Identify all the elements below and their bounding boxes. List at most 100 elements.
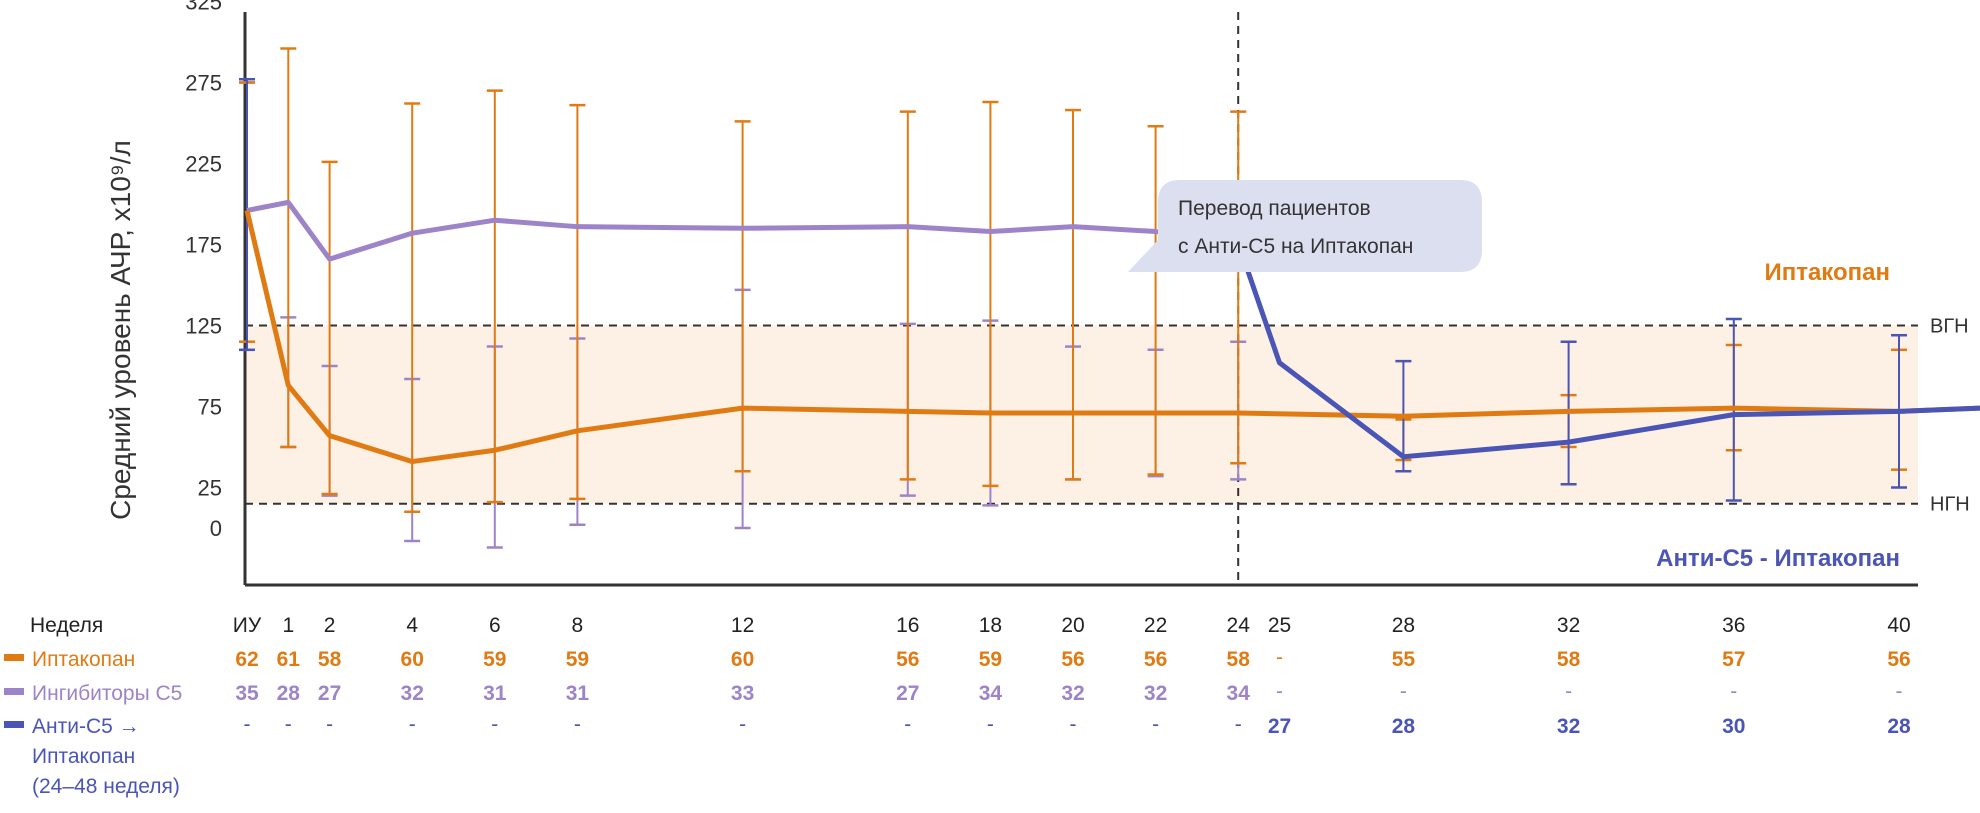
week-label: 28 bbox=[1392, 614, 1415, 637]
table-cell: - bbox=[409, 713, 416, 736]
row-c5-inhibitors: Ингибиторы С5 35 28 27 32 31 31 33 27 34 32 32 34 - - -… bbox=[4, 680, 1903, 705]
table-cell: 34 bbox=[979, 682, 1003, 705]
table-cell: 27 bbox=[1268, 715, 1291, 738]
table-cell: 58 bbox=[1557, 648, 1581, 671]
table-cell: 27 bbox=[896, 682, 919, 705]
table-cell: 34 bbox=[1227, 682, 1251, 705]
error-bar bbox=[982, 100, 999, 488]
table-cell: 56 bbox=[1887, 648, 1910, 671]
week-label: 6 bbox=[489, 614, 501, 637]
week-label: 24 bbox=[1227, 614, 1251, 637]
error-bar bbox=[1147, 124, 1164, 476]
table-cell: - bbox=[904, 713, 911, 736]
callout-line-1: Перевод пациентов bbox=[1178, 197, 1371, 220]
y-tick-label: 125 bbox=[185, 314, 222, 339]
table-cell: - bbox=[326, 713, 333, 736]
table-cell: 35 bbox=[235, 682, 259, 705]
table-cell: 33 bbox=[731, 682, 754, 705]
week-label: 25 bbox=[1268, 614, 1291, 637]
week-label: 20 bbox=[1061, 614, 1084, 637]
table-cell: 32 bbox=[401, 682, 424, 705]
table-cell: - bbox=[1730, 680, 1737, 703]
table-cell: 28 bbox=[277, 682, 301, 705]
week-label: 32 bbox=[1557, 614, 1580, 637]
row-label: Иптакопан bbox=[32, 745, 135, 768]
callout: Перевод пациентов с Анти-С5 на Иптакопан bbox=[1128, 180, 1482, 272]
table-cell: 60 bbox=[401, 648, 424, 671]
error-bar bbox=[321, 160, 338, 496]
y-tick-label: 225 bbox=[185, 152, 222, 177]
table-cell: 59 bbox=[979, 648, 1002, 671]
table-cell: - bbox=[574, 713, 581, 736]
row-legend-swatch bbox=[4, 721, 24, 728]
row-anti-c5-switch: Анти-С5 → Иптакопан (24–48 неделя) - - - - - - - -… bbox=[4, 713, 1911, 798]
week-label: 40 bbox=[1887, 614, 1910, 637]
week-label: 12 bbox=[731, 614, 754, 637]
table-cell: - bbox=[491, 713, 498, 736]
table-cell: 58 bbox=[318, 648, 342, 671]
callout-line-2: с Анти-С5 на Иптакопан bbox=[1178, 235, 1413, 258]
table-cell: 32 bbox=[1144, 682, 1167, 705]
week-label: 4 bbox=[406, 614, 418, 637]
series-lines bbox=[244, 199, 1980, 465]
table-header-label: Неделя bbox=[30, 614, 103, 637]
error-bar bbox=[1230, 110, 1247, 465]
error-bar bbox=[1065, 108, 1081, 481]
y-tick-label: 175 bbox=[185, 233, 222, 258]
y-tick-label: 25 bbox=[198, 476, 222, 501]
row-legend-swatch bbox=[4, 688, 24, 695]
y-axis-title: Средний уровень АЧР, x10⁹/л bbox=[105, 140, 136, 520]
reference-line-label: ВГН bbox=[1930, 316, 1969, 338]
week-label: 2 bbox=[324, 614, 336, 637]
week-label: 8 bbox=[572, 614, 584, 637]
table-cell: - bbox=[1070, 713, 1077, 736]
table-cell: 60 bbox=[731, 648, 754, 671]
table-cell: 56 bbox=[1061, 648, 1084, 671]
series-label-iptacopan: Иптакопан bbox=[1764, 259, 1890, 286]
table-cell: - bbox=[1565, 680, 1572, 703]
table-cell: - bbox=[285, 713, 292, 736]
week-label: ИУ bbox=[233, 614, 262, 637]
table-cell: - bbox=[739, 713, 746, 736]
week-label: 1 bbox=[282, 614, 294, 637]
table-cell: 27 bbox=[318, 682, 341, 705]
week-label: 22 bbox=[1144, 614, 1167, 637]
row-label: Ингибиторы С5 bbox=[32, 682, 182, 705]
error-bar bbox=[734, 120, 751, 473]
table-cell: 56 bbox=[896, 648, 919, 671]
error-bar bbox=[486, 89, 503, 504]
table-cell: 30 bbox=[1722, 715, 1745, 738]
table-cell: 28 bbox=[1392, 715, 1416, 738]
y-axis: 325 275 225 175 125 75 25 0 bbox=[185, 0, 247, 585]
line-iptacopan bbox=[244, 209, 1980, 465]
table-cell: 31 bbox=[483, 682, 507, 705]
row-label: (24–48 неделя) bbox=[32, 775, 180, 798]
table-cell: 58 bbox=[1227, 648, 1251, 671]
line-anti-c5-switch bbox=[1235, 242, 1980, 460]
table-cell: - bbox=[1400, 680, 1407, 703]
row-iptacopan: Иптакопан 62 61 58 60 59 59 60 56 59 56 56 58 - 55 58 57… bbox=[4, 646, 1911, 671]
y-tick-label: 75 bbox=[198, 395, 222, 420]
week-label: 18 bbox=[979, 614, 1002, 637]
table-cell: 56 bbox=[1144, 648, 1167, 671]
reference-line-label: НГН bbox=[1930, 494, 1970, 516]
row-legend-swatch bbox=[4, 654, 24, 661]
table-cell: 57 bbox=[1722, 648, 1745, 671]
table-cell: - bbox=[1276, 680, 1283, 703]
patient-count-table: НеделяИУ1246812161820222425283236404448И… bbox=[4, 614, 1911, 798]
week-label: 16 bbox=[896, 614, 919, 637]
y-tick-label: 325 bbox=[185, 0, 222, 15]
table-cell: 32 bbox=[1557, 715, 1580, 738]
table-cell: 28 bbox=[1887, 715, 1911, 738]
table-cell: - bbox=[987, 713, 994, 736]
callout-bubble bbox=[1128, 180, 1482, 272]
table-cell: - bbox=[1896, 680, 1903, 703]
table-cell: - bbox=[244, 713, 251, 736]
table-cell: 61 bbox=[277, 648, 301, 671]
table-cell: - bbox=[1235, 713, 1242, 736]
week-label: 36 bbox=[1722, 614, 1745, 637]
series-label-switch: Анти-С5 - Иптакопан bbox=[1656, 545, 1900, 572]
table-cell: 55 bbox=[1392, 648, 1416, 671]
table-cell: 32 bbox=[1061, 682, 1084, 705]
